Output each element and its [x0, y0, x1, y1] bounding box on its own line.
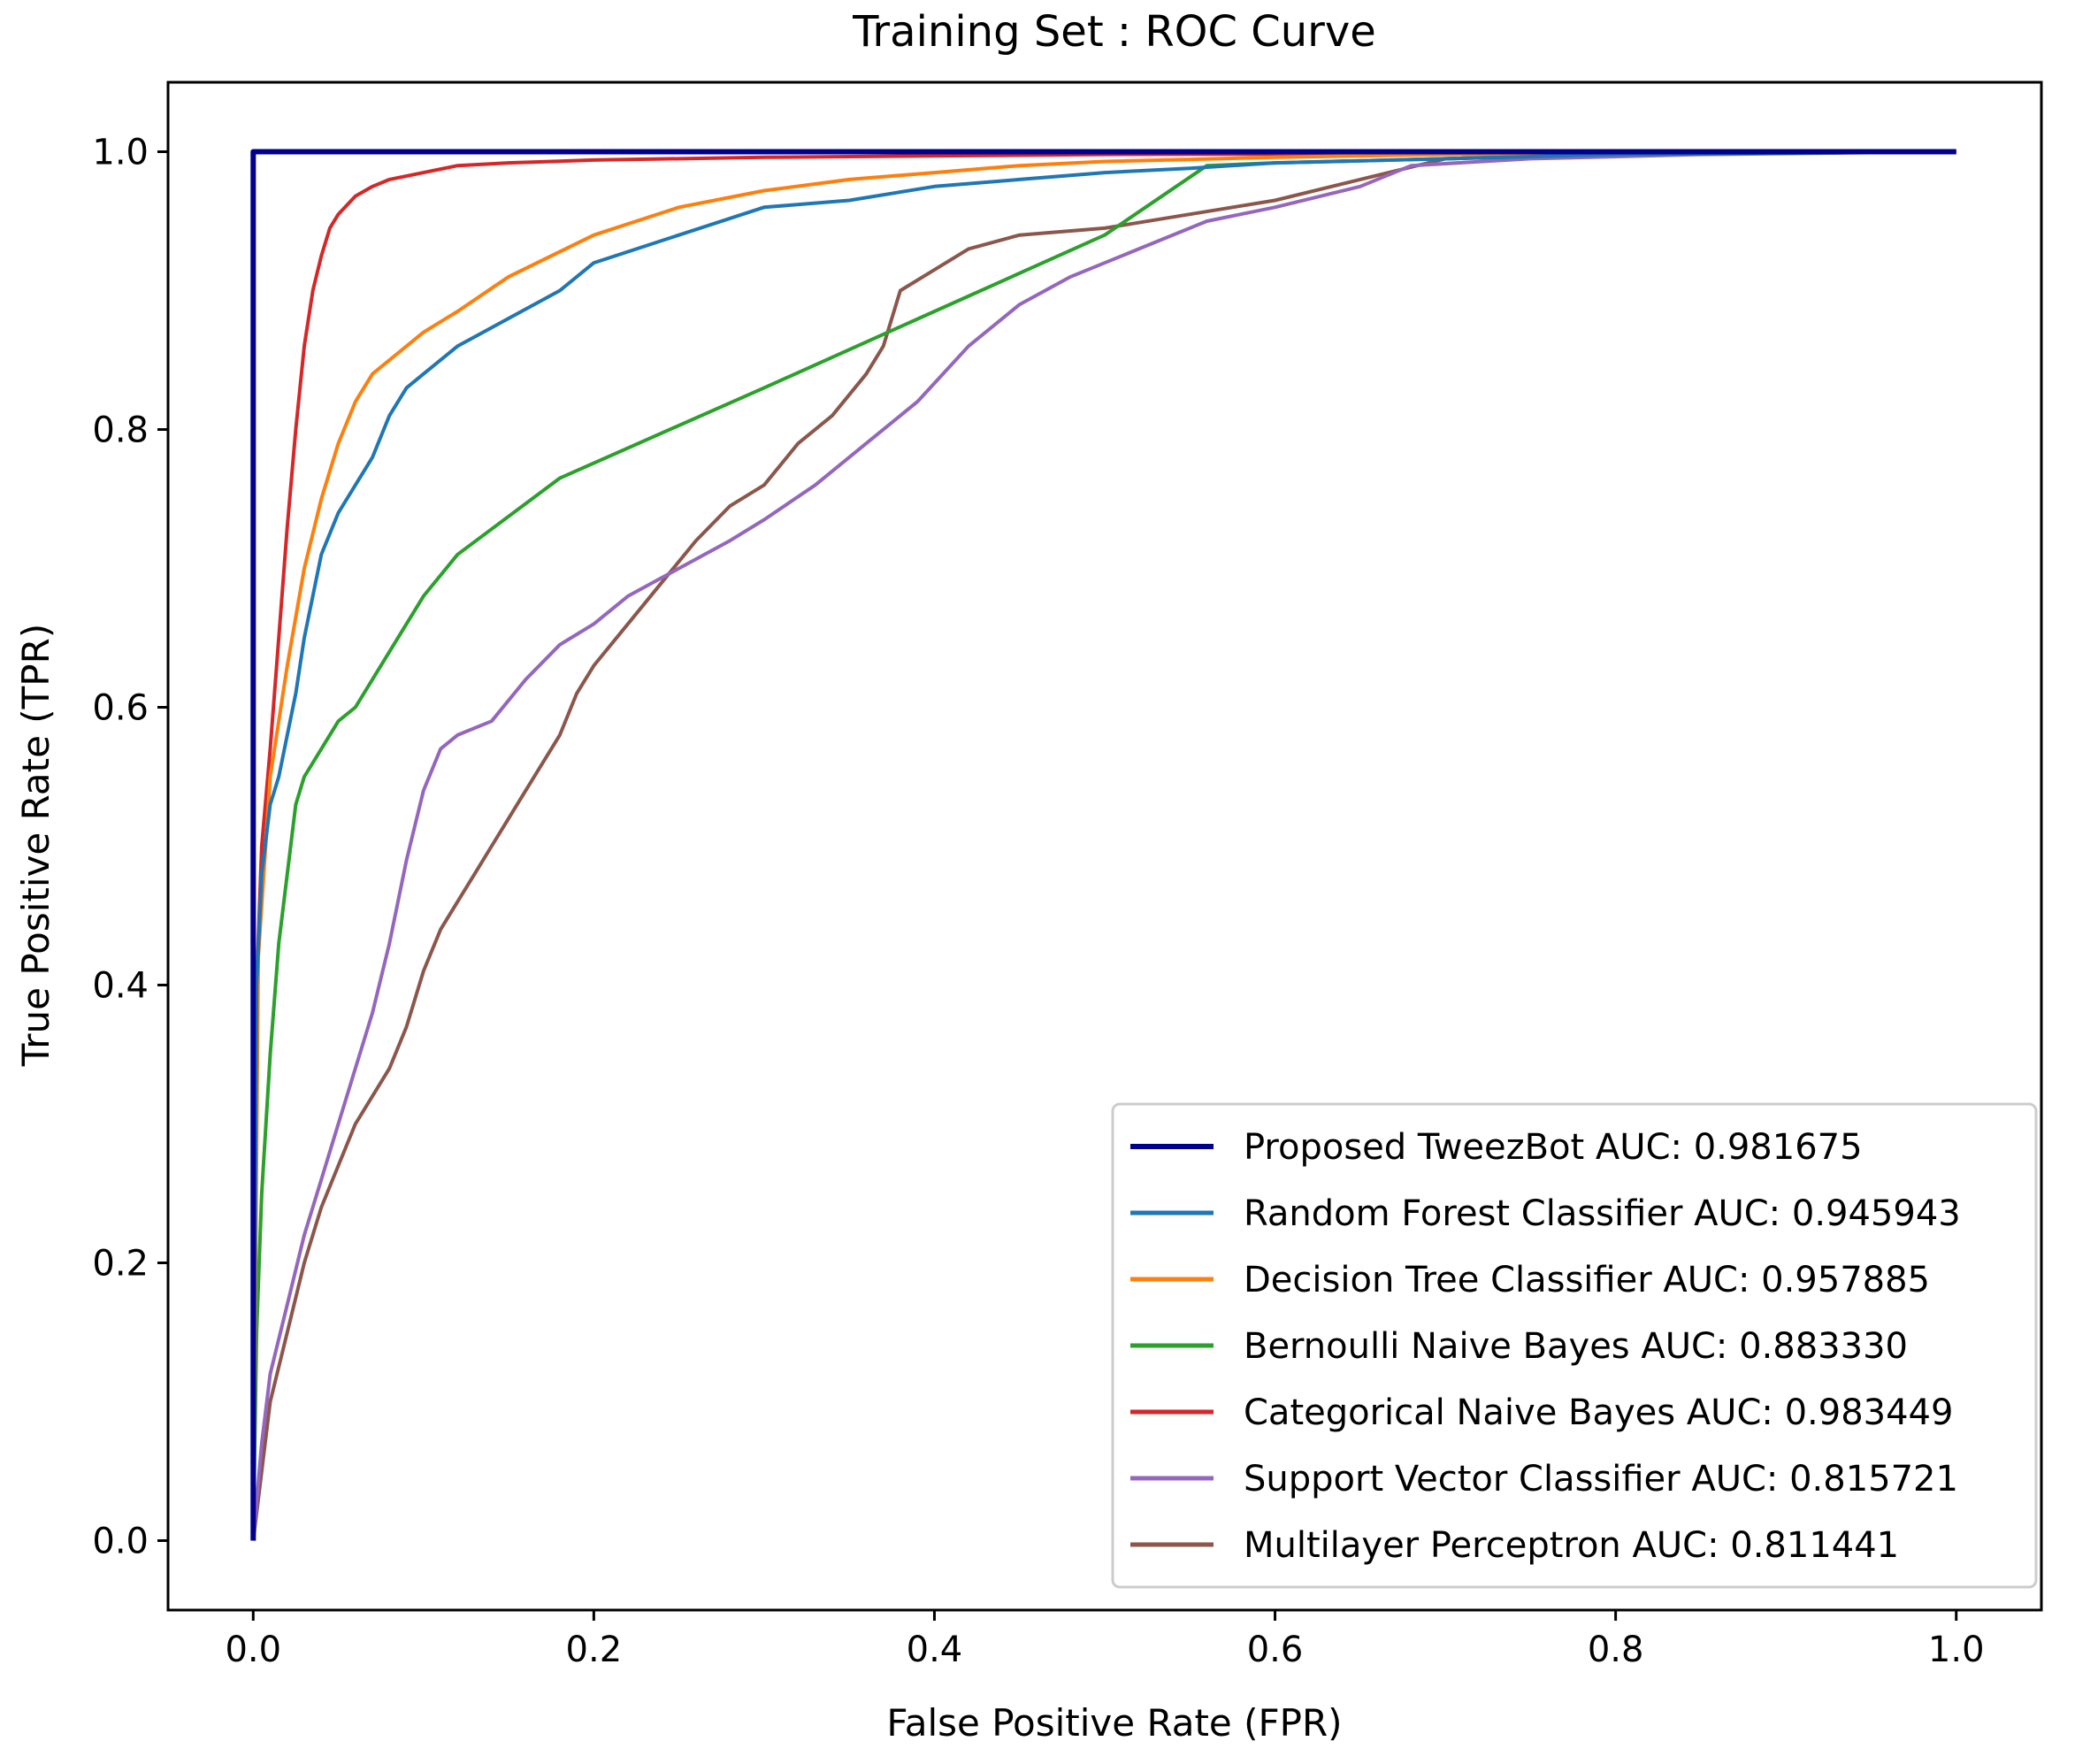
legend-label-4: Categorical Naive Bayes AUC: 0.983449	[1244, 1392, 1953, 1433]
axis-ticks: 0.0 0.2 0.4 0.6 0.8 1.0 0.0 0.2 0.4 0.6 0.8 1.0	[92, 133, 1984, 1671]
y-tick-label: 0.8	[92, 410, 149, 451]
chart-title: Training Set : ROC Curve	[852, 7, 1376, 57]
x-tick-label: 0.6	[1247, 1630, 1304, 1670]
legend-box	[1111, 1102, 2038, 1589]
series-line-6	[251, 150, 1956, 1541]
legend-label-5: Support Vector Classifier AUC: 0.815721	[1244, 1459, 1958, 1499]
y-tick-label: 0.6	[92, 688, 149, 729]
series-line-0	[250, 149, 1956, 1541]
plot-frame	[166, 81, 2043, 1612]
x-tick-label: 0.4	[907, 1630, 963, 1670]
y-tick-label: 0.4	[92, 966, 149, 1007]
legend-label-2: Decision Tree Classifier AUC: 0.957885	[1244, 1260, 1930, 1300]
y-tick-label: 0.0	[92, 1522, 149, 1562]
x-tick-label: 0.2	[566, 1630, 623, 1670]
y-tick-label: 1.0	[92, 133, 149, 173]
series-line-2	[251, 150, 1956, 1541]
legend-label-1: Random Forest Classifier AUC: 0.945943	[1244, 1193, 1961, 1234]
x-tick-label: 1.0	[1928, 1630, 1985, 1670]
x-tick-label: 0.0	[225, 1630, 281, 1670]
y-axis-label: True Positive Rate (TPR)	[14, 624, 57, 1067]
series-line-4	[251, 150, 1956, 1541]
x-tick-label: 0.8	[1588, 1630, 1644, 1670]
series-line-5	[251, 150, 1956, 1541]
x-axis-label: False Positive Rate (FPR)	[886, 1701, 1342, 1745]
legend-label-3: Bernoulli Naive Bayes AUC: 0.883330	[1244, 1326, 1908, 1367]
series-lines	[250, 149, 1956, 1541]
legend-label-0: Proposed TweezBot AUC: 0.981675	[1244, 1127, 1863, 1168]
series-line-1	[251, 150, 1956, 1541]
legend-label-6: Multilayer Perceptron AUC: 0.811441	[1244, 1525, 1899, 1566]
legend: Proposed TweezBot AUC: 0.981675 Random Fo…	[1111, 1102, 2038, 1589]
y-tick-label: 0.2	[92, 1244, 149, 1285]
